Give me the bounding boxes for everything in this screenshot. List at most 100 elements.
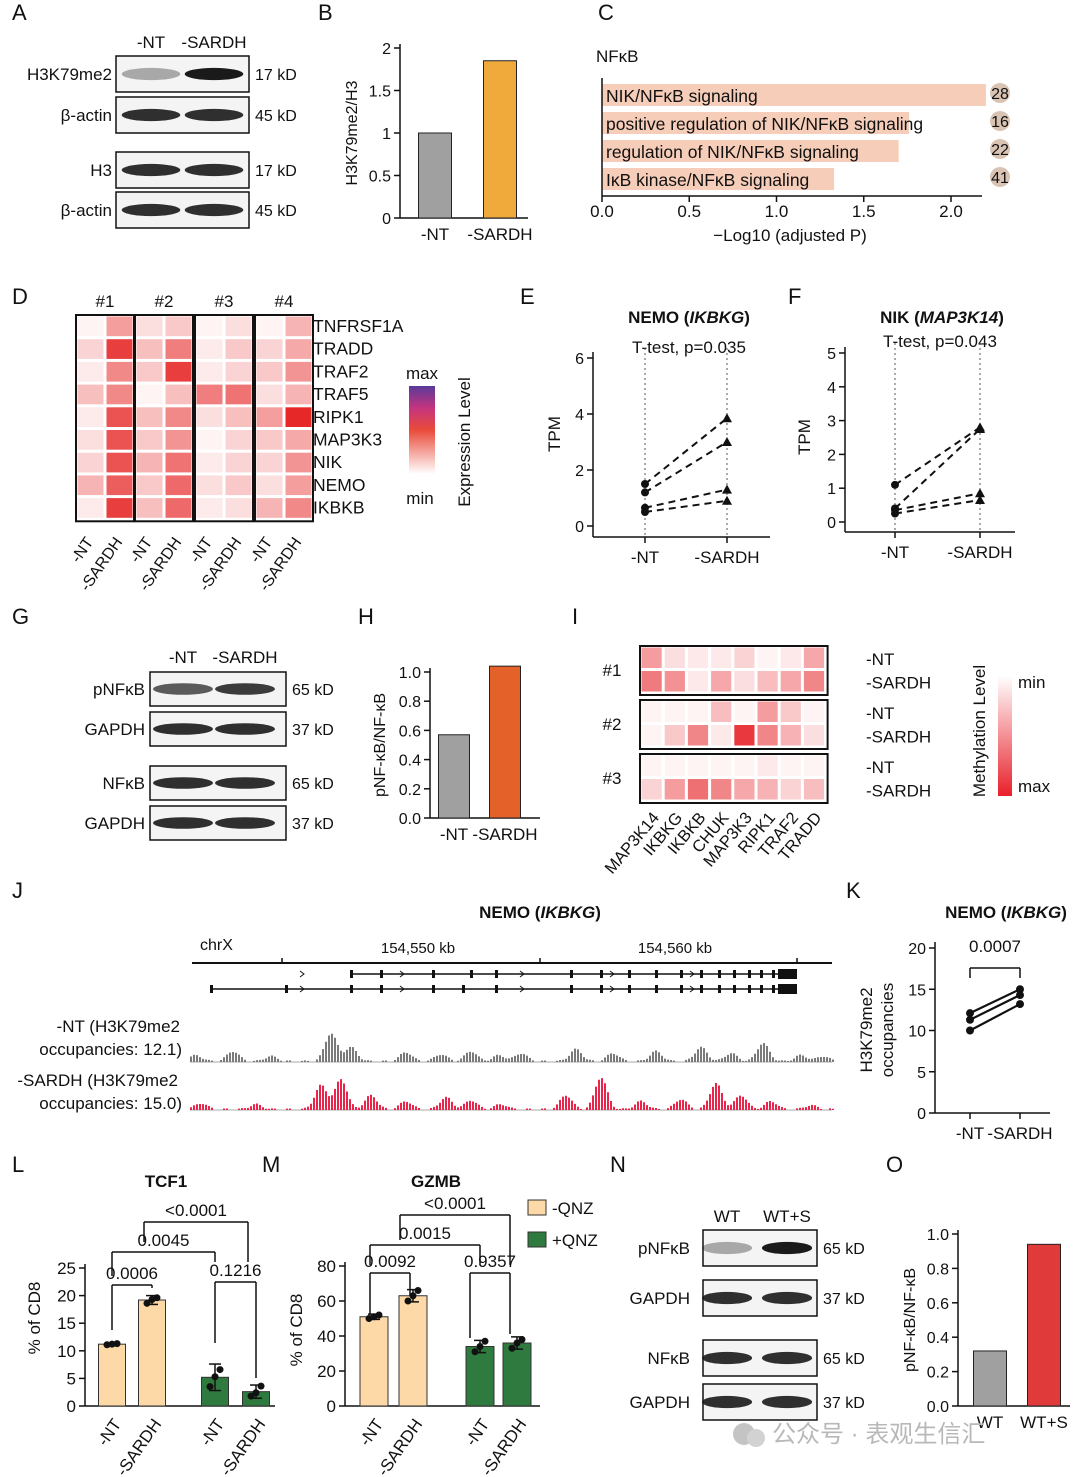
exon [778,984,797,994]
panel-letter-F: F [788,284,801,309]
heatmap-cell [641,701,662,722]
heatmap-cell [225,339,252,359]
bar [489,665,521,819]
heatmap-cell [803,755,825,776]
exon [350,970,353,978]
heatmap-cell [780,779,801,800]
nt-coverage-track [190,1033,834,1062]
y-tick-label: 6 [575,351,584,368]
bar [418,132,452,219]
heatmap-cell [165,339,192,359]
x-tick-label: -SARDH [987,1124,1052,1143]
heatmap-cell [196,316,223,337]
p-value: 0.1216 [210,1261,262,1280]
y-tick-label: 0 [382,211,391,228]
x-axis-label: −Log10 (adjusted P) [713,226,867,245]
heatmap-cell [687,725,709,746]
heatmap-cell [165,475,192,496]
count-label: 22 [991,142,1009,159]
count-dot [990,111,1010,131]
title-part: ) [595,903,601,922]
strand-arrow [299,985,305,993]
legend-max-label: max [1018,777,1051,796]
heatmap-cell [225,430,252,450]
y-tick-label: 0.6 [927,1296,949,1313]
heatmap-cell [780,671,801,692]
exon [700,970,703,978]
y-axis-label: H3K79me2/H3 [344,80,361,185]
blot-size-label: 65 kD [292,776,334,793]
count-label: 41 [991,170,1009,187]
x-tick-label: -NT [881,543,909,562]
exon [210,985,213,993]
exon [432,970,435,978]
p-value: <0.0001 [424,1194,486,1213]
exon [718,970,721,978]
watermark-text: 公众号 · 表观生信汇 [772,1421,985,1448]
strand-arrow [689,970,695,978]
title-part: ) [744,308,750,327]
exon [350,985,353,993]
pair-line [644,417,728,485]
blot-band [121,203,181,217]
y-tick-label: 5 [827,346,836,363]
heatmap-cell [711,725,732,746]
data-point [252,1389,260,1397]
pair-line [894,499,981,515]
point-sardh [975,424,985,434]
legend-max-label: max [406,364,439,383]
blot-row-label: β-actin [61,201,112,220]
exon [570,970,573,978]
exon [733,970,736,978]
x-tick-label: WT+S [1020,1413,1068,1432]
pair-line [644,488,728,509]
pair-line [894,428,981,510]
heatmap-cell [77,407,104,427]
exon [600,985,603,993]
blot-row-label: NFκB [648,1349,691,1368]
y-tick-label: 0.8 [399,694,421,711]
heatmap-cell [285,452,312,473]
heatmap-cell [757,755,778,776]
heatmap-cell [711,755,732,776]
heatmap-cell [757,671,778,692]
p-value: T-test, p=0.035 [632,338,746,357]
heatmap-cell [225,452,252,473]
title-part: NEMO ( [479,903,541,922]
heatmap-cell [780,647,801,668]
heatmap-cell [664,701,685,722]
heatmap-cell [734,701,755,722]
pair-line [894,426,981,486]
blot-band [215,817,275,829]
exon [600,970,603,978]
heatmap-cell [256,475,283,496]
p-value: <0.0001 [165,1201,227,1220]
gene-label: TNFRSF1A [313,316,404,336]
point-sardh [722,437,732,446]
strand-arrow [519,970,525,978]
heatmap-cell [285,430,312,450]
panel-letter-K: K [846,878,861,903]
bar [438,734,470,819]
heatmap-cell [641,647,662,668]
gene-label: NEMO [313,475,366,495]
data-point [508,1344,516,1352]
exon [380,970,383,978]
blot-lane-label: WT [714,1207,740,1226]
count-label: 16 [991,114,1009,131]
blot-band [701,1395,753,1409]
pair-line [969,988,1021,1015]
y-tick-label: 0.4 [927,1330,949,1347]
heatmap-cell [734,779,755,800]
blot-size-label: 45 kD [255,203,297,220]
blot-band [153,683,213,695]
blot-lane-label: -NT [137,33,165,52]
coordinate-label: 154,560 kb [638,940,712,957]
exon [748,970,751,978]
chart-title: GZMB [411,1172,461,1191]
heatmap-cell [734,725,755,746]
pair-line [969,994,1021,1021]
bar [398,1295,428,1407]
y-tick-label: 4 [827,380,836,397]
